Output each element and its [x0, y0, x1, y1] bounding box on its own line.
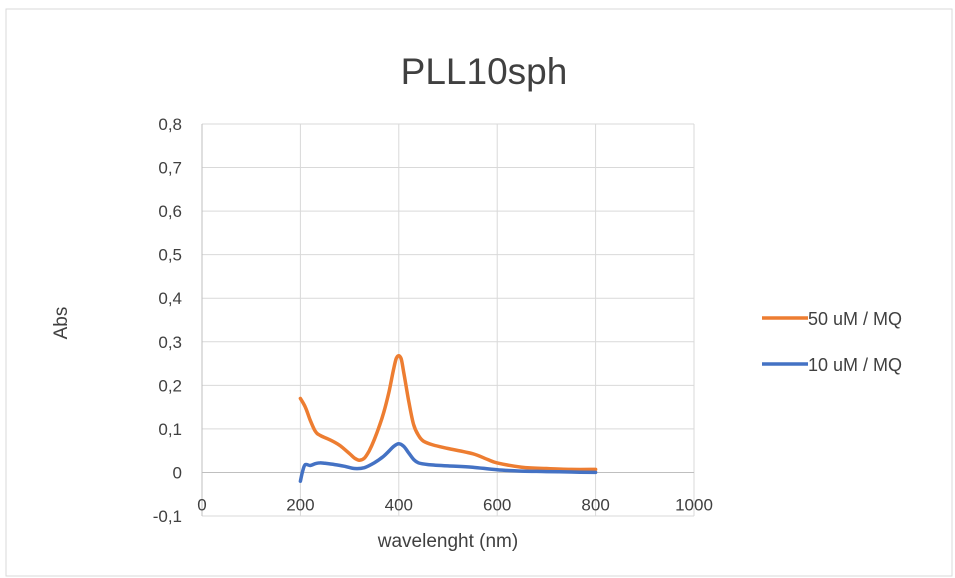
axes: [201, 124, 694, 516]
y-tick-label: 0,6: [158, 202, 182, 221]
x-tick-label: 400: [385, 495, 413, 514]
y-tick-label: 0,5: [158, 246, 182, 265]
y-tick-label: 0,7: [158, 159, 182, 178]
chart-title: PLL10sph: [401, 51, 568, 92]
y-tick-label: -0,1: [153, 507, 182, 526]
y-tick-label: 0,3: [158, 333, 182, 352]
legend-label: 10 uM / MQ: [808, 355, 902, 375]
plot-series: [298, 353, 598, 483]
y-tick-labels: -0,1 0 0,1 0,2 0,3 0,4 0,5 0,6 0,7 0,8: [153, 115, 182, 526]
y-tick-label: 0,2: [158, 376, 182, 395]
chart-area-border: [5, 8, 953, 577]
x-tick-label: 600: [483, 495, 511, 514]
y-tick-label: 0,1: [158, 420, 182, 439]
series-line-2: [298, 441, 598, 483]
series-line-1: [298, 353, 598, 472]
x-tick-label: 1000: [675, 495, 713, 514]
x-axis-title: wavelenght (nm): [377, 531, 518, 552]
y-tick-label: 0,8: [158, 115, 182, 134]
y-axis-title: Abs: [51, 307, 72, 340]
gridlines: [202, 123, 695, 517]
x-tick-label: 0: [197, 495, 206, 514]
x-tick-label: 200: [286, 495, 314, 514]
x-tick-label: 800: [581, 495, 609, 514]
legend: 50 uM / MQ 10 uM / MQ: [762, 309, 902, 375]
y-tick-label: 0,4: [158, 289, 182, 308]
x-tick-labels: 0 200 400 600 800 1000: [197, 495, 713, 514]
y-tick-label: 0: [173, 463, 182, 482]
legend-label: 50 uM / MQ: [808, 309, 902, 329]
